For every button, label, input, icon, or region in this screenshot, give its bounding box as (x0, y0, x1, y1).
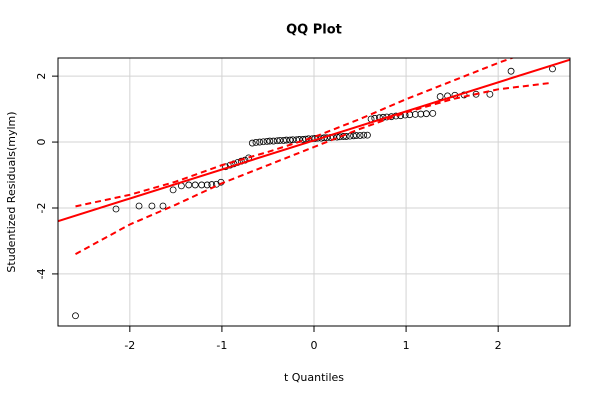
point (486, 90, 494, 98)
point (256, 138, 264, 146)
x-tick-label: 1 (403, 339, 410, 352)
confidence-band (75, 81, 553, 256)
point (148, 202, 156, 210)
point (429, 109, 437, 117)
point (417, 110, 425, 118)
point (159, 202, 167, 210)
point (411, 110, 419, 118)
point (169, 186, 177, 194)
point (422, 110, 430, 118)
point (248, 139, 256, 147)
point (350, 132, 357, 140)
chart-title: QQ Plot (286, 23, 342, 38)
confidence-band (75, 58, 515, 208)
point (252, 138, 260, 146)
point (356, 132, 364, 139)
x-tick-label: 0 (311, 339, 318, 352)
y-tick-label: -4 (35, 268, 48, 279)
point (203, 181, 211, 189)
point (135, 202, 143, 210)
point (198, 181, 206, 189)
y-tick-label: -2 (35, 203, 48, 214)
point (336, 133, 344, 141)
x-tick-label: -1 (216, 339, 227, 352)
point (185, 181, 193, 189)
reference-line (58, 58, 570, 223)
point (360, 131, 368, 139)
point (286, 136, 294, 144)
x-axis-label: t Quantiles (284, 371, 344, 384)
plot-border (57, 57, 571, 327)
plot-area (58, 58, 570, 320)
point (72, 312, 79, 320)
point (112, 205, 120, 213)
point (507, 67, 515, 75)
point (282, 136, 290, 144)
point (352, 132, 360, 139)
point (263, 137, 271, 145)
point (191, 181, 199, 189)
point (436, 93, 444, 100)
y-axis-label: Studentized Residuals(mylm) (5, 111, 18, 272)
y-tick-label: 0 (35, 139, 48, 146)
point (273, 137, 281, 145)
x-tick-label: -2 (124, 339, 135, 352)
point (276, 137, 284, 144)
point (280, 137, 288, 144)
point (259, 138, 267, 146)
y-tick-label: 2 (35, 73, 48, 80)
point (289, 136, 297, 144)
x-tick-label: 2 (495, 339, 502, 352)
point (266, 137, 274, 145)
point (364, 131, 371, 139)
point (270, 137, 277, 145)
